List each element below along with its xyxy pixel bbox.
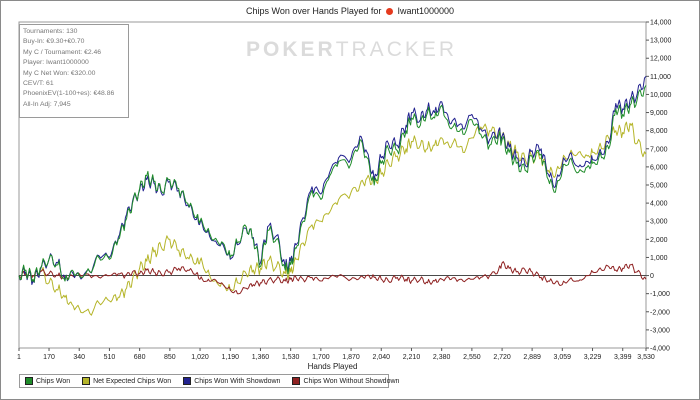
x-tick-label: 2,889	[523, 354, 541, 361]
x-tick-label: 3,399	[614, 354, 632, 361]
stats-box: Tournaments: 130 Buy-In: €9.30+€0.70 My …	[19, 24, 129, 118]
stat-tournaments: Tournaments: 130	[23, 28, 78, 35]
y-tick-label: 10,000	[650, 92, 672, 99]
x-tick-label: 1,870	[342, 354, 360, 361]
title-prefix: Chips Won over Hands Played for	[246, 6, 382, 16]
y-tick-label: 0	[650, 273, 654, 280]
y-tick-label: 9,000	[650, 110, 668, 117]
player-flag-icon	[385, 8, 393, 15]
x-tick-label: 2,380	[433, 354, 451, 361]
x-tick-label: 1,360	[252, 354, 270, 361]
stat-my-c-per-tournament: My C / Tournament: €2.46	[23, 48, 102, 56]
y-tick-label: -4,000	[650, 346, 670, 353]
legend-swatch	[25, 377, 33, 385]
legend-item-net-expected[interactable]: Net Expected Chips Won	[82, 377, 171, 385]
series-line-net-expected-chips-won	[18, 121, 647, 316]
y-tick-label: 1,000	[650, 255, 668, 262]
x-tick-label: 1	[17, 354, 21, 361]
stat-buy-in: Buy-In: €9.30+€0.70	[23, 38, 85, 46]
x-tick-label: 2,210	[403, 354, 421, 361]
legend-label: Chips Won	[36, 377, 71, 385]
series-line-chips-won	[18, 85, 647, 283]
stat-my-c-net-won: My C Net Won: €320.00	[23, 69, 96, 77]
stat-phoenix-ev: PhoenixEV(1-100+es): €48.86	[23, 90, 115, 98]
y-tick-label: 2,000	[650, 237, 668, 244]
x-tick-label: 2,550	[463, 354, 481, 361]
y-tick-label: 11,000	[650, 74, 671, 81]
chart-title: Chips Won over Hands Played for Iwant100…	[0, 6, 700, 16]
stat-player: Player: Iwant1000000	[23, 59, 89, 67]
series-line-chips-won-with-showdown	[18, 75, 647, 285]
y-tick-label: 7,000	[650, 146, 668, 153]
x-tick-label: 3,059	[554, 354, 572, 361]
y-tick-label: 6,000	[650, 164, 668, 171]
series-line-chips-won-without-showdown	[18, 261, 647, 295]
title-player: Iwant1000000	[397, 6, 454, 16]
x-tick-label: 680	[134, 354, 146, 361]
y-tick-label: -1,000	[650, 291, 670, 298]
y-tick-label: 3,000	[650, 219, 668, 226]
x-tick-label: 3,229	[584, 354, 602, 361]
legend-item-without-showdown[interactable]: Chips Won Without Showdown	[292, 377, 399, 385]
legend-label: Net Expected Chips Won	[93, 377, 172, 385]
legend-label: Chips Won Without Showdown	[303, 377, 400, 385]
legend-swatch	[183, 377, 192, 385]
y-tick-label: -2,000	[650, 309, 670, 316]
pokertracker-watermark-logo: POKERTRACKER	[246, 38, 458, 61]
x-tick-label: 2,040	[373, 354, 391, 361]
x-tick-label: 1,190	[221, 354, 239, 361]
legend-item-with-showdown[interactable]: Chips Won With Showdown	[183, 377, 280, 385]
y-tick-label: 8,000	[650, 128, 668, 135]
stat-cev-t: CEV/T: 61	[23, 80, 54, 88]
x-tick-label: 170	[43, 354, 55, 361]
y-tick-label: 12,000	[650, 56, 672, 63]
x-tick-label: 850	[164, 354, 176, 361]
y-tick-label: 5,000	[650, 183, 668, 190]
legend-item-chips-won[interactable]: Chips Won	[25, 377, 70, 385]
y-tick-label: 4,000	[650, 201, 668, 208]
legend-swatch	[292, 377, 301, 385]
x-axis-label: Hands Played	[308, 362, 358, 371]
x-tick-label: 2,720	[493, 354, 511, 361]
x-tick-label: 1,020	[191, 354, 209, 361]
y-tick-label: 13,000	[650, 38, 672, 45]
chart-legend: Chips Won Net Expected Chips Won Chips W…	[19, 374, 399, 388]
x-tick-label: 510	[104, 354, 116, 361]
stat-all-in-adj: All-In Adj: 7,945	[23, 100, 71, 108]
x-tick-label: 340	[73, 354, 85, 361]
legend-swatch	[82, 377, 91, 385]
x-tick-label: 1,530	[282, 354, 300, 361]
x-tick-label: 1,700	[312, 354, 330, 361]
x-tick-label: 3,530	[637, 354, 655, 361]
y-tick-label: 14,000	[650, 20, 672, 27]
y-tick-label: -3,000	[650, 327, 670, 334]
legend-label: Chips Won With Showdown	[194, 377, 281, 385]
